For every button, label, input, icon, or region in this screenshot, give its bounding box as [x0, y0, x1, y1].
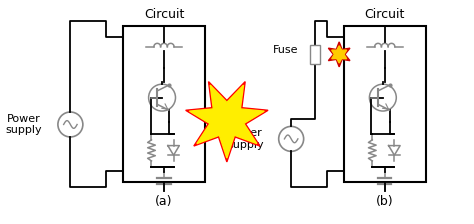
Text: Circuit: Circuit: [365, 8, 405, 21]
Text: Power
supply: Power supply: [5, 114, 42, 135]
Polygon shape: [190, 85, 264, 158]
Text: (a): (a): [155, 195, 173, 208]
Polygon shape: [332, 46, 346, 63]
Bar: [310, 45, 320, 64]
Text: Fuse: Fuse: [273, 45, 298, 55]
Text: (b): (b): [376, 195, 393, 208]
Text: Power
supply: Power supply: [228, 128, 264, 150]
Bar: [344, 26, 426, 182]
Circle shape: [279, 126, 304, 151]
Text: Circuit: Circuit: [144, 8, 184, 21]
Polygon shape: [186, 82, 268, 162]
Circle shape: [58, 112, 83, 137]
Polygon shape: [328, 42, 350, 67]
Bar: [123, 26, 205, 182]
